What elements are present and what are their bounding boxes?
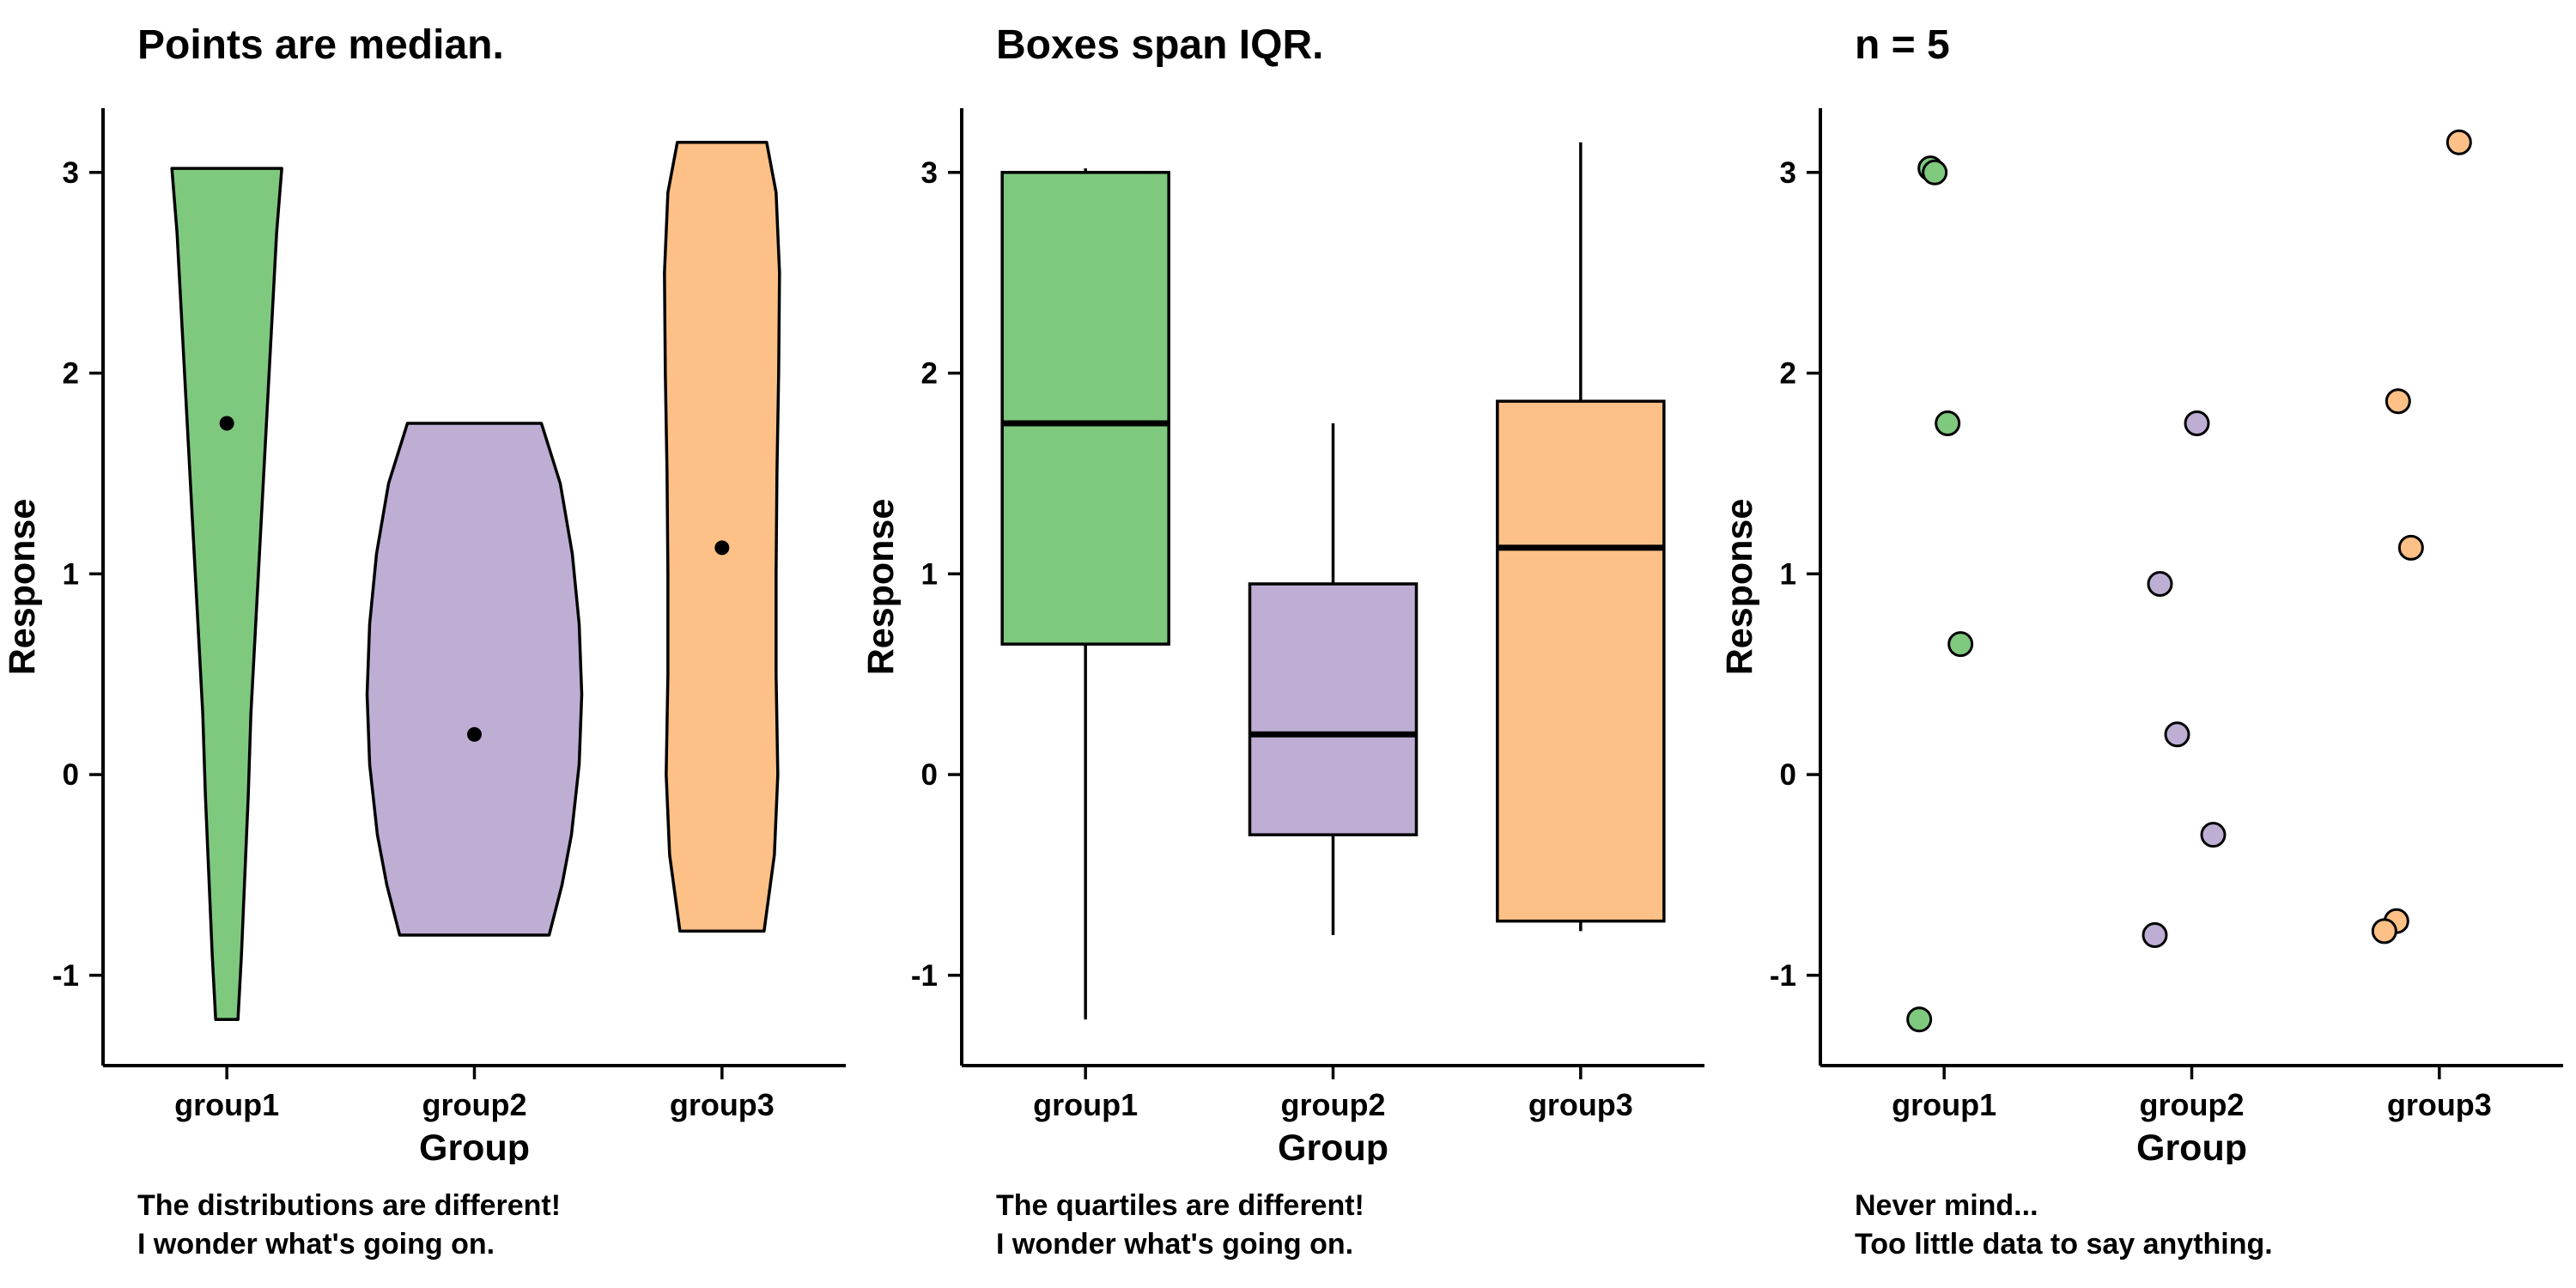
y-axis-title: Response — [2, 499, 43, 676]
y-tick-label: 0 — [63, 758, 79, 792]
panel-title-scatter: n = 5 — [1855, 22, 1950, 68]
panel-title-violin: Points are median. — [137, 22, 504, 68]
y-tick-label: 2 — [921, 357, 938, 391]
panel-caption-scatter: Never mind... Too little data to say any… — [1717, 1187, 2576, 1264]
x-tick-label: group2 — [422, 1087, 527, 1122]
violin-group3 — [663, 140, 781, 933]
scatter-chart: -1 0 1 2 3 group1 group2 group3 Group Response — [1719, 108, 2563, 1164]
data-point-group2 — [2200, 822, 2227, 848]
x-tick-label: group2 — [1281, 1087, 1386, 1122]
y-tick-label: 0 — [921, 758, 938, 792]
iqr-box-group3 — [1496, 399, 1666, 923]
violin-chart: -1 0 1 2 3 group1 group2 group3 Group Response — [2, 108, 846, 1164]
x-tick-label: group2 — [2140, 1087, 2245, 1122]
caption-line: I wonder what's going on. — [137, 1227, 495, 1261]
y-tick-label: 2 — [63, 357, 79, 391]
data-point-group1 — [1935, 410, 1961, 436]
y-axis-title: Response — [1719, 499, 1760, 676]
y-tick-label: 1 — [921, 557, 938, 591]
caption-line: Never mind... — [1855, 1189, 2038, 1222]
median-point-group2 — [467, 726, 482, 742]
caption-line: I wonder what's going on. — [996, 1227, 1354, 1261]
y-axis-title: Response — [860, 499, 902, 676]
data-point-group3 — [2445, 129, 2472, 155]
data-point-group1 — [1947, 631, 1974, 658]
x-tick-label: group3 — [2387, 1087, 2492, 1122]
data-point-group1 — [1922, 159, 1948, 185]
violin-group2 — [365, 422, 584, 937]
data-point-group2 — [2147, 570, 2173, 597]
x-axis-title: Group — [2136, 1127, 2247, 1164]
data-point-group3 — [2397, 534, 2424, 561]
violin-group1 — [170, 167, 283, 1021]
x-tick-label: group3 — [670, 1087, 775, 1122]
data-point-group3 — [2371, 918, 2397, 945]
x-tick-label: group1 — [174, 1087, 279, 1122]
panel-violin: Points are median. -1 0 1 2 3 group1 group2 gro… — [0, 0, 859, 1288]
panel-box: Boxes span IQR. -1 0 1 2 3 group1 group2 group3… — [859, 0, 1717, 1288]
y-tick-label: 3 — [63, 156, 79, 190]
panel-caption-box: The quartiles are different! I wonder wh… — [859, 1187, 1717, 1264]
iqr-box-group1 — [1000, 171, 1170, 646]
caption-line: The distributions are different! — [137, 1189, 562, 1222]
box-chart: -1 0 1 2 3 group1 group2 group3 Group Response — [860, 108, 1704, 1164]
median-point-group3 — [714, 540, 730, 556]
y-tick-label: -1 — [1770, 959, 1796, 993]
y-tick-label: 1 — [1780, 557, 1796, 591]
data-point-group2 — [2142, 922, 2168, 949]
y-tick-label: 3 — [1780, 156, 1796, 190]
y-tick-label: 0 — [1780, 758, 1796, 792]
data-point-group3 — [2385, 388, 2411, 415]
median-point-group1 — [219, 416, 234, 431]
y-tick-label: 2 — [1780, 357, 1796, 391]
x-axis-title: Group — [419, 1127, 530, 1164]
panel-caption-violin: The distributions are different! I wonde… — [0, 1187, 859, 1264]
panel-title-box: Boxes span IQR. — [996, 22, 1324, 68]
caption-line: Too little data to say anything. — [1855, 1227, 2273, 1261]
data-point-group1 — [1906, 1006, 1933, 1033]
y-tick-label: -1 — [52, 959, 79, 993]
y-tick-label: -1 — [911, 959, 938, 993]
x-tick-label: group1 — [1033, 1087, 1138, 1122]
x-axis-title: Group — [1278, 1127, 1388, 1164]
x-tick-label: group3 — [1528, 1087, 1633, 1122]
caption-line: The quartiles are different! — [996, 1189, 1364, 1222]
x-tick-label: group1 — [1892, 1087, 1996, 1122]
panel-scatter: n = 5 -1 0 1 2 3 group1 group2 group3 Group Respo… — [1717, 0, 2576, 1288]
data-point-group2 — [2184, 410, 2210, 436]
y-tick-label: 1 — [63, 557, 79, 591]
y-tick-label: 3 — [921, 156, 938, 190]
data-point-group2 — [2164, 721, 2190, 748]
iqr-box-group2 — [1248, 582, 1419, 836]
